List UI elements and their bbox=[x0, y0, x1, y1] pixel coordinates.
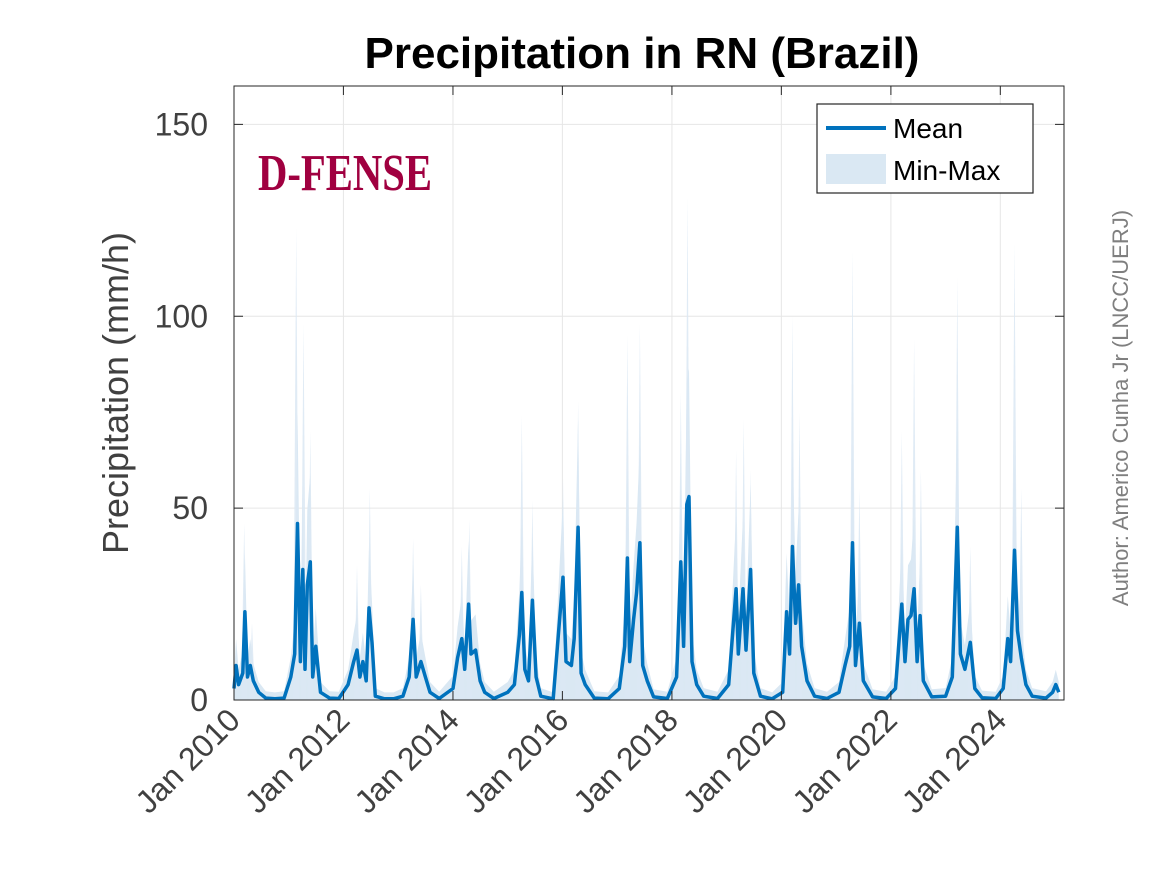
chart-title: Precipitation in RN (Brazil) bbox=[365, 29, 920, 78]
x-tick-label: Jan 2024 bbox=[895, 701, 1014, 820]
mean-line-layer bbox=[232, 494, 1061, 701]
grid-lines bbox=[233, 86, 1064, 701]
axes-frame bbox=[233, 85, 1065, 701]
legend-mean-label: Mean bbox=[893, 113, 963, 144]
axes-box bbox=[233, 85, 1065, 701]
y-tick-label: 0 bbox=[190, 682, 208, 718]
x-tick-label: Jan 2014 bbox=[347, 701, 466, 820]
y-axis-label: Precipitation (mm/h) bbox=[95, 232, 136, 554]
logo-text: D-FENSE bbox=[258, 145, 432, 202]
y-tick-label: 150 bbox=[155, 106, 208, 142]
x-tick-label: Jan 2010 bbox=[128, 701, 247, 820]
legend-minmax-swatch bbox=[826, 154, 886, 184]
x-tick-label: Jan 2020 bbox=[676, 701, 795, 820]
x-tick-label: Jan 2012 bbox=[238, 701, 357, 820]
legend-minmax-label: Min-Max bbox=[893, 155, 1000, 186]
d-fense-logo: D-FENSE bbox=[258, 145, 432, 202]
author-note: Author: Americo Cunha Jr (LNCC/UERJ) bbox=[1108, 210, 1133, 606]
x-tick-label: Jan 2016 bbox=[457, 701, 576, 820]
y-tick-label: 50 bbox=[172, 490, 208, 526]
x-tick-label: Jan 2022 bbox=[785, 701, 904, 820]
legend: Mean Min-Max bbox=[816, 103, 1034, 194]
y-axis-ticks: 0 50 100 150 bbox=[155, 106, 1064, 718]
mean-line bbox=[232, 494, 1061, 701]
y-tick-label: 100 bbox=[155, 298, 208, 334]
x-tick-label: Jan 2018 bbox=[566, 701, 685, 820]
